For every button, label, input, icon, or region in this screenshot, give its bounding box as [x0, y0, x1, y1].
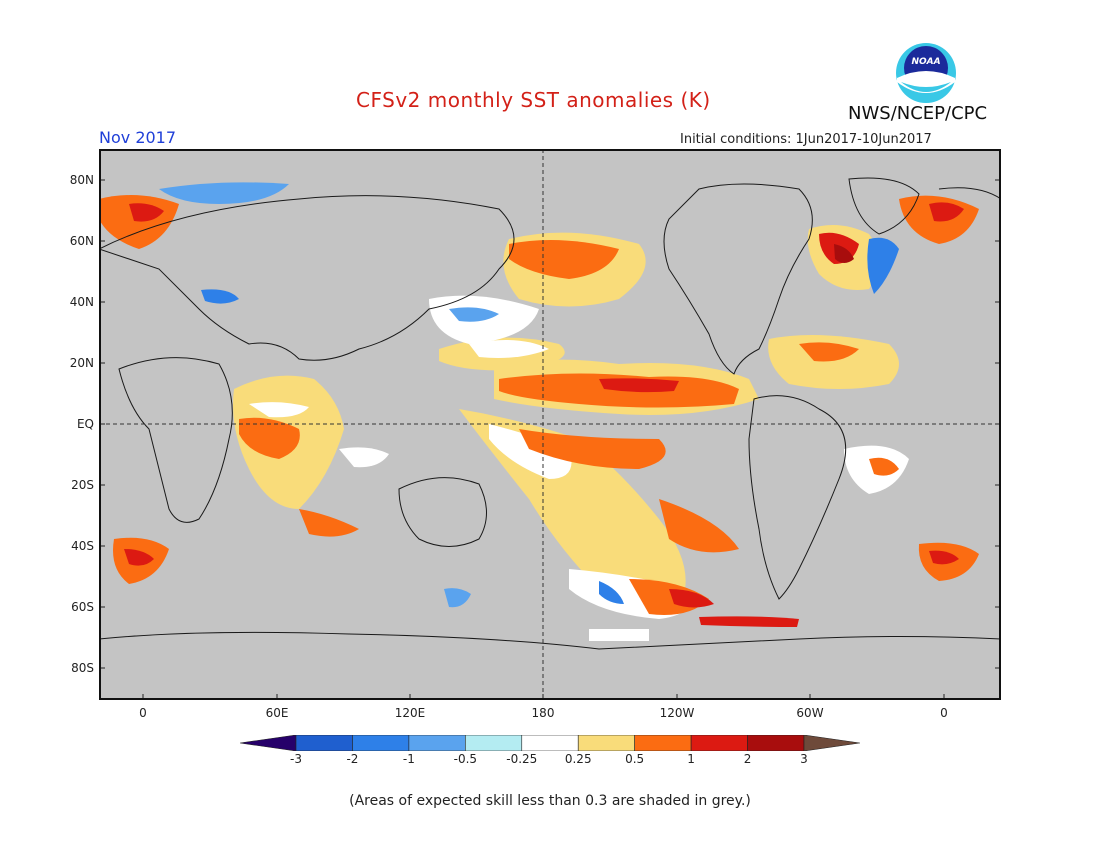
lon-label: 60E — [265, 706, 289, 720]
lon-label: 0 — [940, 706, 948, 720]
lon-label: 60W — [796, 706, 824, 720]
lat-label: 80N — [69, 173, 94, 187]
colorbar-box — [747, 735, 805, 751]
colorbar-tick-label: 0.5 — [625, 752, 645, 766]
colorbar — [240, 735, 860, 751]
map-frame — [99, 149, 1001, 700]
agency-label: NWS/NCEP/CPC — [848, 103, 988, 124]
colorbar-box — [521, 735, 579, 751]
lat-label: 40S — [71, 539, 94, 553]
sst-anomaly-map — [99, 149, 1001, 700]
lat-label: 40N — [69, 295, 94, 309]
valid-month: Nov 2017 — [99, 128, 177, 147]
lat-label: EQ — [76, 417, 94, 431]
colorbar-box — [577, 735, 635, 751]
lat-label: 20N — [69, 356, 94, 370]
colorbar-tick-label: 2 — [743, 752, 752, 766]
colorbar-box — [352, 735, 410, 751]
colorbar-tick-label: 0.25 — [564, 752, 592, 766]
svg-text:NOAA: NOAA — [911, 57, 940, 67]
colorbar-tick-label: -3 — [290, 752, 302, 766]
lat-label: 60S — [71, 600, 94, 614]
colorbar-box — [690, 735, 748, 751]
lon-label: 180 — [531, 706, 555, 720]
colorbar-tick-label: 3 — [800, 752, 808, 766]
colorbar-tick-label: -2 — [346, 752, 359, 766]
colorbar-box — [634, 735, 692, 751]
lon-label: 120W — [659, 706, 695, 720]
colorbar-box — [408, 735, 466, 751]
lon-label: 0 — [139, 706, 147, 720]
lat-label: 60N — [69, 234, 94, 248]
colorbar-box — [465, 735, 523, 751]
colorbar-box — [295, 735, 353, 751]
colorbar-tick-label: -0.5 — [453, 752, 478, 766]
colorbar-min-triangle — [240, 735, 297, 751]
anomaly-fields — [99, 182, 979, 641]
lat-label: 80S — [71, 661, 94, 675]
colorbar-tick-label: -0.25 — [506, 752, 538, 766]
lon-label: 120E — [394, 706, 426, 720]
initial-conditions: Initial conditions: 1Jun2017-10Jun2017 — [680, 132, 932, 147]
lat-label: 20S — [71, 478, 94, 492]
colorbar-max-triangle — [803, 735, 860, 751]
colorbar-tick-label: -1 — [402, 752, 415, 766]
map-title: CFSv2 monthly SST anomalies (K) — [356, 88, 711, 112]
colorbar-tick-label: 1 — [687, 752, 695, 766]
graticule — [99, 149, 1001, 700]
skill-footnote: (Areas of expected skill less than 0.3 a… — [349, 793, 751, 809]
coastlines — [99, 177, 1001, 650]
noaa-logo-icon: NOAA — [896, 43, 956, 103]
